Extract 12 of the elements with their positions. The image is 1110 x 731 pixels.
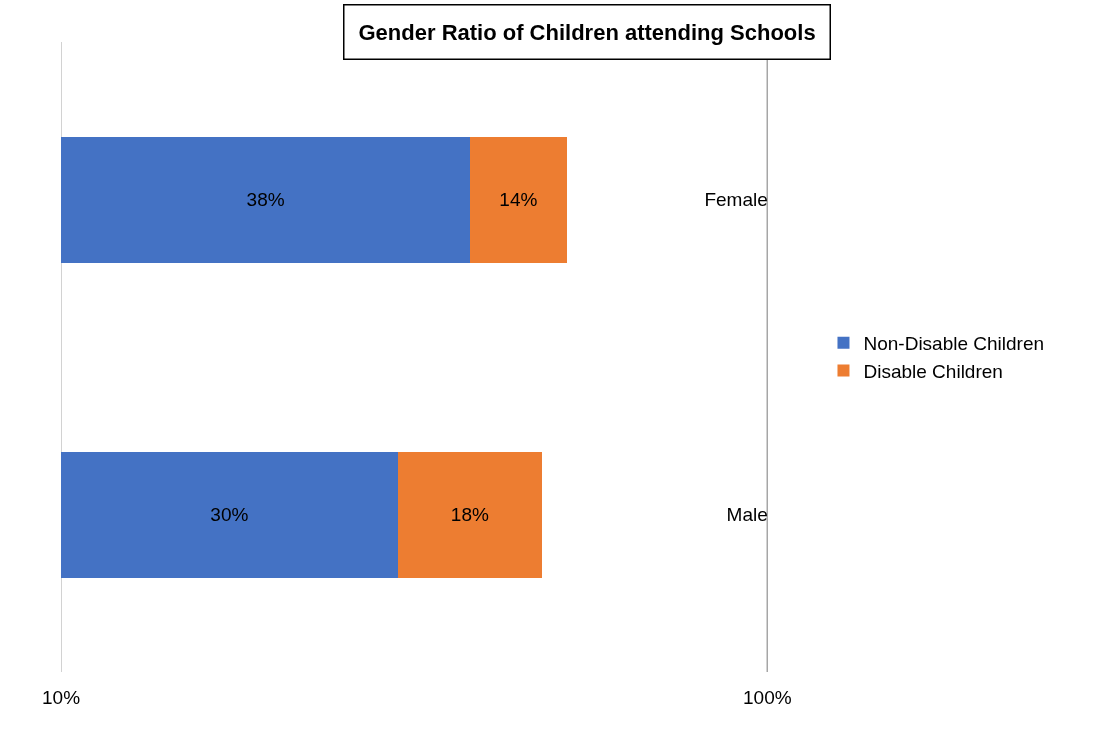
y-tick-label: Female — [704, 189, 768, 211]
data-label: 30% — [210, 504, 249, 525]
x-tick-label: 100% — [743, 687, 792, 708]
bar — [470, 136, 567, 263]
chart-title: Gender Ratio of Children attending Schools — [358, 19, 816, 45]
data-label: 38% — [246, 189, 285, 210]
data-label: 18% — [450, 504, 489, 525]
legend-label: Non-Disable Children — [863, 333, 1045, 355]
data-label: 14% — [499, 189, 538, 210]
y-tick-label: Male — [726, 504, 768, 526]
legend-label: Disable Children — [863, 360, 1003, 382]
x-tick-label: 10% — [42, 687, 81, 708]
